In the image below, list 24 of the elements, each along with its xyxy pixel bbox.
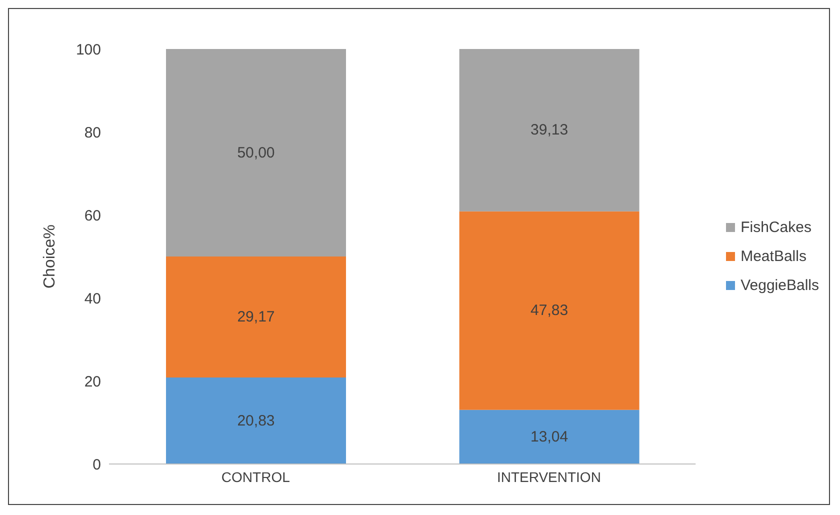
x-tick-label: INTERVENTION (496, 468, 601, 485)
data-label: 50,00 (237, 144, 275, 162)
data-label: 29,17 (237, 308, 275, 326)
y-tick-label: 20 (84, 373, 101, 390)
data-label: 39,13 (530, 122, 568, 139)
bar (459, 49, 640, 212)
legend-label: FishCakes (740, 219, 812, 236)
bar (459, 211, 640, 410)
y-tick-label: 100 (76, 41, 101, 58)
bar (166, 49, 346, 256)
legend-label: VeggieBalls (740, 277, 819, 294)
data-label: 13,04 (530, 428, 568, 446)
bar (166, 256, 346, 378)
data-label: 47,83 (530, 302, 568, 320)
y-tick-label: 0 (92, 456, 101, 474)
data-label: 20,83 (237, 412, 275, 430)
y-tick-label: 60 (84, 207, 101, 224)
bar (459, 410, 640, 464)
y-axis-title: Choice% (42, 224, 59, 289)
y-tick-label: 80 (84, 124, 101, 142)
y-tick-label: 40 (84, 290, 101, 308)
bar (166, 378, 346, 464)
legend-label: MeatBalls (740, 248, 806, 265)
x-tick-label: CONTROL (221, 468, 290, 485)
